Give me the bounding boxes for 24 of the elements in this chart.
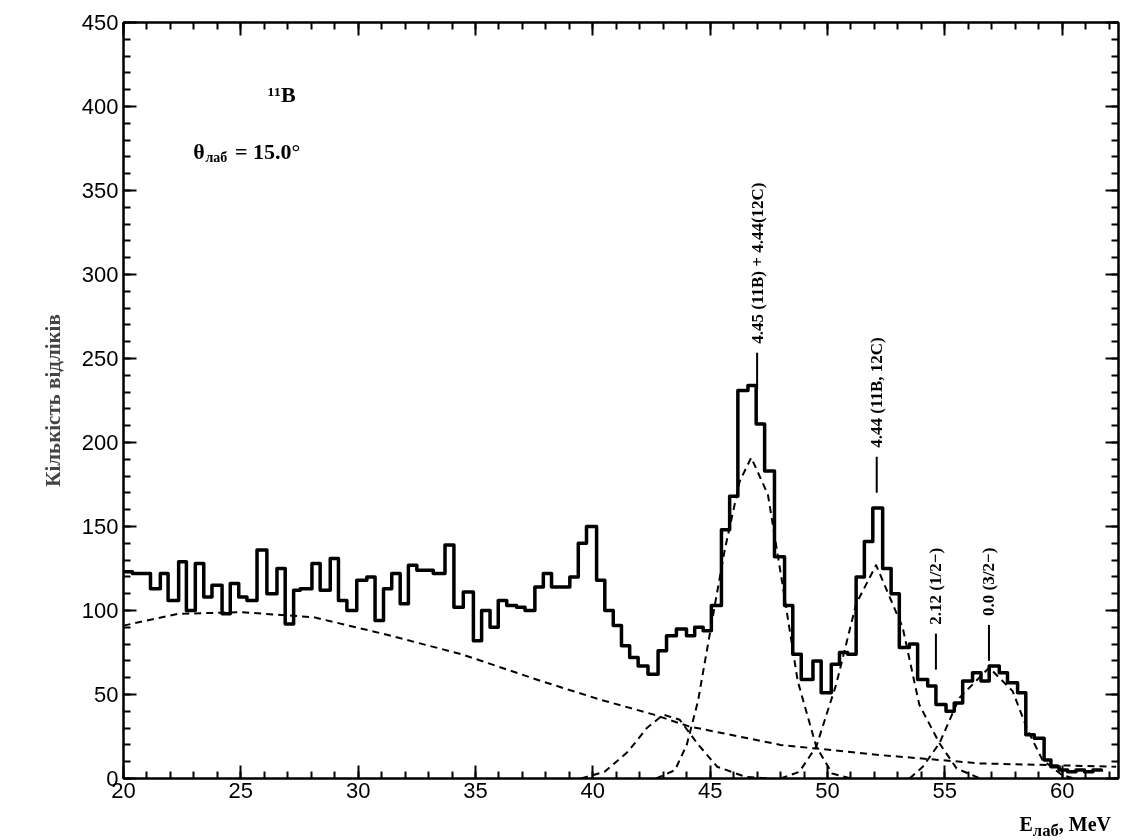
y-tick-label: 350 [81, 178, 119, 203]
x-tick-label: 25 [228, 777, 254, 803]
x-tick-label: 60 [1049, 777, 1075, 803]
x-tick-label: 40 [580, 777, 606, 803]
annotation: 4.44 (11B, 12C) [867, 337, 887, 448]
x-tick-label: 30 [345, 777, 371, 803]
y-tick-label: 150 [81, 514, 119, 539]
annotation: 0.0 (3/2−) [979, 547, 999, 616]
x-axis-title: E$_{лаб}$, MeV [1019, 812, 1111, 840]
y-tick-label: 250 [81, 346, 119, 371]
y-axis-title: Кількість відліків [40, 314, 65, 487]
x-tick-label: 35 [463, 777, 488, 803]
y-tick-label: 100 [81, 598, 119, 623]
y-tick-label: 200 [81, 430, 119, 455]
annotation: ¹¹B [267, 81, 296, 107]
y-tick-label: 400 [81, 94, 119, 119]
y-tick-label: 300 [81, 262, 119, 287]
annotation: 2.12 (1/2−) [926, 547, 946, 625]
y-tick-label: 50 [94, 682, 119, 707]
x-tick-label: 50 [815, 777, 840, 803]
y-tick-label: 450 [81, 10, 119, 35]
x-tick-label: 55 [932, 777, 958, 803]
annotation: 4.45 (11B) + 4.44(12C) [747, 182, 767, 344]
x-tick-label: 45 [697, 777, 723, 803]
